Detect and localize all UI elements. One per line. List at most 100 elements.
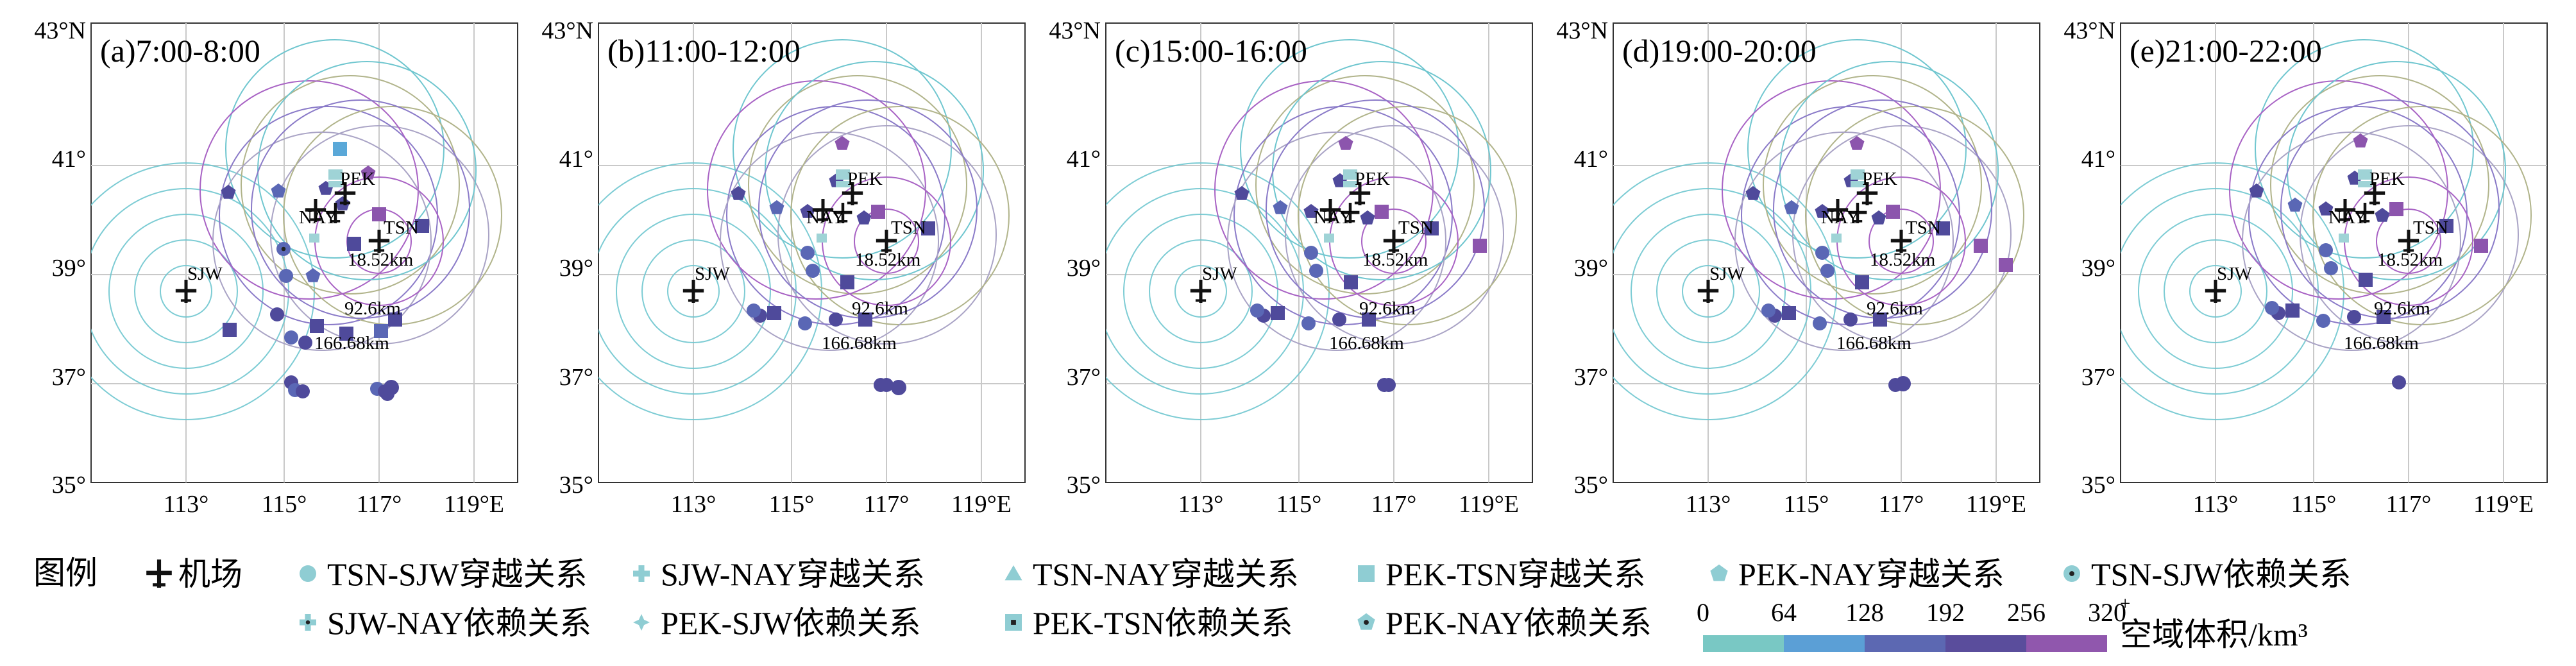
range-ring xyxy=(270,125,489,345)
colorbar-superscript: + xyxy=(2120,593,2130,614)
square-marker xyxy=(2439,219,2453,233)
lat-tick: 37° xyxy=(1574,364,1608,391)
distance-label: 18.52km xyxy=(2377,250,2443,270)
pentagon-marker xyxy=(1338,135,1353,150)
colorbar-segment xyxy=(2026,635,2107,652)
square-marker xyxy=(2358,181,2372,187)
circle-marker xyxy=(2265,301,2279,315)
airport-icon xyxy=(2355,203,2375,223)
lat-tick: 43°N xyxy=(541,17,593,44)
airport-label-tsn: TSN xyxy=(2413,218,2448,238)
pentagon-marker xyxy=(800,203,815,218)
lon-tick: 113° xyxy=(1686,491,1731,518)
square-marker xyxy=(374,324,388,338)
distance-label: 18.52km xyxy=(1870,250,1936,270)
lat-tick: 37° xyxy=(2081,364,2115,391)
airport-icon xyxy=(1697,280,1719,303)
airport-icon xyxy=(175,280,197,303)
colorbar-tick: 128 xyxy=(1845,598,1884,627)
airport-icon xyxy=(1848,203,1867,223)
lat-tick: 35° xyxy=(52,472,86,499)
lon-tick: 113° xyxy=(1178,491,1224,518)
legend-item-label: PEK-TSN穿越关系 xyxy=(1385,556,1646,592)
panel-frame xyxy=(90,22,518,483)
star-icon xyxy=(633,614,650,631)
airport-label-sjw: SJW xyxy=(187,264,223,284)
lat-tick: 37° xyxy=(52,364,86,391)
range-ring xyxy=(1174,265,1227,318)
lon-tick: 115° xyxy=(1276,491,1322,518)
distance-label: 18.52km xyxy=(855,250,921,270)
range-ring xyxy=(2138,214,2293,369)
colorbar-segment xyxy=(1784,635,1865,652)
colorbar-label: 空域体积/km³ xyxy=(2120,617,2308,653)
range-ring xyxy=(2376,209,2441,274)
circle-marker xyxy=(2324,261,2338,275)
square-marker xyxy=(858,312,872,327)
square-marker xyxy=(2358,169,2372,180)
lon-tick: 119°E xyxy=(1459,491,1519,518)
legend-item-label: TSN-SJW依赖关系 xyxy=(2091,556,2351,592)
circle-marker xyxy=(829,312,843,327)
lon-tick: 113° xyxy=(2193,491,2239,518)
lon-tick: 119°E xyxy=(951,491,1012,518)
lat-tick: 43°N xyxy=(2063,17,2115,44)
legend-item-label: 机场 xyxy=(178,556,242,592)
circle-marker xyxy=(798,316,812,330)
lon-tick: 117° xyxy=(864,491,910,518)
panel-label: (e)21:00-22:00 xyxy=(2130,33,2322,69)
legend-title: 图例 xyxy=(33,555,97,591)
square-marker xyxy=(347,237,361,251)
square-marker xyxy=(836,169,850,180)
circle-marker xyxy=(2347,310,2361,324)
dotted-pentagon-icon xyxy=(1357,613,1375,630)
distance-label: 92.6km xyxy=(2374,298,2430,319)
lat-tick: 43°N xyxy=(1556,17,1608,44)
square-marker xyxy=(836,181,850,187)
square-marker xyxy=(1324,234,1334,243)
lat-tick: 43°N xyxy=(34,17,86,44)
airport-label-pek: PEK xyxy=(340,169,375,189)
pentagon-marker xyxy=(2353,133,2368,148)
square-marker xyxy=(1343,169,1357,180)
pentagon-marker xyxy=(1815,203,1830,218)
legend-item-label: SJW-NAY依赖关系 xyxy=(327,605,591,641)
range-ring xyxy=(160,265,212,318)
airport-icon xyxy=(146,559,172,588)
colorbar-segment xyxy=(1865,635,1945,652)
lat-tick: 41° xyxy=(1067,146,1101,173)
square-marker xyxy=(1782,306,1796,320)
airport-icon xyxy=(305,199,326,222)
pentagon-icon xyxy=(1710,564,1728,581)
range-ring xyxy=(2270,75,2489,295)
airport-label-nay: NAY xyxy=(2328,207,2367,228)
range-ring xyxy=(2164,239,2267,343)
legend-item-label: PEK-SJW依赖关系 xyxy=(661,605,921,641)
range-ring xyxy=(212,132,432,351)
lat-tick: 41° xyxy=(2081,146,2115,173)
square-marker xyxy=(2389,202,2403,216)
square-marker xyxy=(921,221,935,235)
square-marker xyxy=(1936,221,1950,235)
circle-marker xyxy=(1382,378,1396,392)
circle-marker xyxy=(1820,264,1835,278)
airport-icon xyxy=(1349,182,1371,205)
airport-label-nay: NAY xyxy=(1821,207,1860,228)
range-ring xyxy=(1656,239,1760,343)
lat-tick: 35° xyxy=(1067,472,1101,499)
circle-marker xyxy=(1309,264,1323,278)
circle-marker xyxy=(284,330,298,345)
airport-icon xyxy=(1827,199,1849,222)
colorbar-tick: 192 xyxy=(1926,598,1965,627)
range-ring xyxy=(667,265,720,318)
circle-marker xyxy=(2319,243,2333,257)
pentagon-marker xyxy=(769,200,784,214)
lon-tick: 113° xyxy=(164,491,209,518)
airport-icon xyxy=(1383,230,1405,253)
square-marker xyxy=(1343,181,1357,187)
airport-icon xyxy=(1319,199,1341,222)
square-marker xyxy=(817,234,827,243)
circle-marker xyxy=(806,264,820,278)
lon-tick: 117° xyxy=(1879,491,1924,518)
square-marker xyxy=(840,275,854,289)
